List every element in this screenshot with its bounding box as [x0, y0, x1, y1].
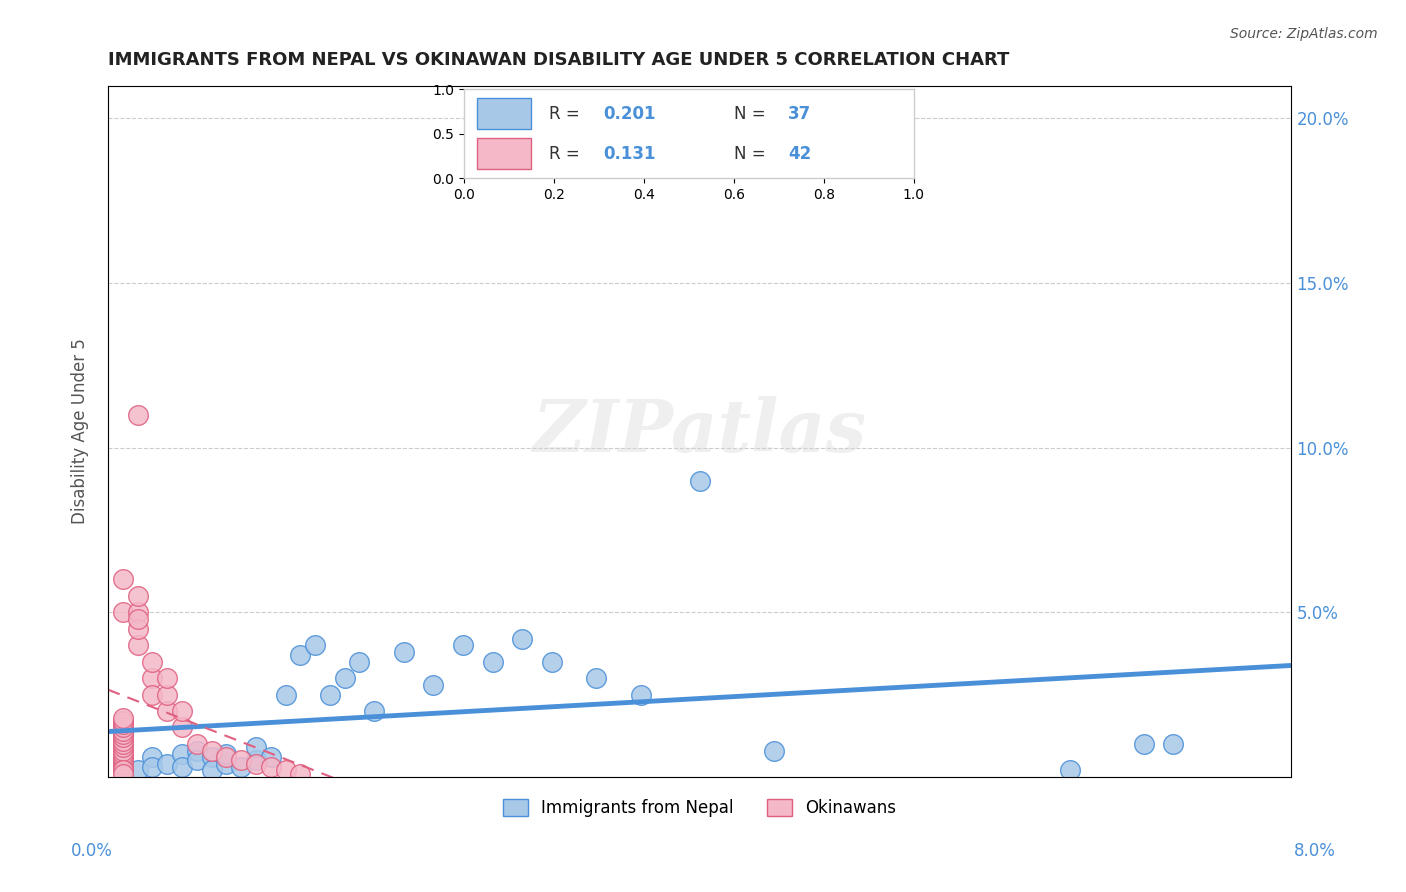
Bar	[478, 138, 531, 169]
Point	[170, 760, 193, 774]
Point	[141, 655, 163, 669]
Point	[141, 760, 163, 774]
Text: 0.131: 0.131	[603, 145, 657, 163]
Text: ZIPatlas: ZIPatlas	[533, 396, 866, 467]
Point	[111, 753, 134, 767]
Point	[290, 766, 312, 780]
Text: R =: R =	[550, 145, 585, 163]
Point	[540, 655, 562, 669]
Point	[481, 655, 503, 669]
Text: R =: R =	[550, 105, 585, 123]
Point	[200, 743, 222, 757]
Point	[141, 750, 163, 764]
Point	[111, 750, 134, 764]
Point	[156, 688, 179, 702]
Point	[127, 622, 149, 636]
Text: N =: N =	[734, 105, 770, 123]
Point	[111, 605, 134, 619]
Point	[156, 756, 179, 771]
Point	[451, 638, 474, 652]
Point	[422, 678, 444, 692]
Point	[111, 733, 134, 747]
Point	[215, 756, 238, 771]
Point	[186, 743, 208, 757]
Text: 8.0%: 8.0%	[1294, 842, 1336, 860]
Legend: Immigrants from Nepal, Okinawans: Immigrants from Nepal, Okinawans	[496, 792, 903, 824]
Text: 0.0%: 0.0%	[70, 842, 112, 860]
Point	[260, 750, 283, 764]
Point	[141, 671, 163, 685]
Point	[319, 688, 342, 702]
Point	[215, 750, 238, 764]
Point	[111, 737, 134, 751]
Point	[127, 408, 149, 422]
Point	[245, 756, 267, 771]
Point	[200, 750, 222, 764]
Point	[304, 638, 326, 652]
Point	[290, 648, 312, 662]
Point	[392, 645, 415, 659]
Point	[111, 721, 134, 735]
Text: 42: 42	[787, 145, 811, 163]
Bar	[478, 98, 531, 129]
Point	[349, 655, 371, 669]
Point	[510, 632, 533, 646]
Point	[127, 764, 149, 778]
Point	[274, 764, 297, 778]
Point	[1132, 737, 1154, 751]
Point	[156, 704, 179, 718]
Text: IMMIGRANTS FROM NEPAL VS OKINAWAN DISABILITY AGE UNDER 5 CORRELATION CHART: IMMIGRANTS FROM NEPAL VS OKINAWAN DISABI…	[108, 51, 1010, 69]
Point	[111, 740, 134, 755]
Point	[630, 688, 652, 702]
Point	[111, 743, 134, 757]
Point	[111, 760, 134, 774]
Point	[111, 572, 134, 586]
Point	[111, 723, 134, 738]
Point	[111, 766, 134, 780]
Point	[689, 474, 711, 488]
Point	[585, 671, 607, 685]
Point	[363, 704, 385, 718]
Text: 0.201: 0.201	[603, 105, 657, 123]
Point	[127, 638, 149, 652]
Point	[156, 671, 179, 685]
Point	[274, 688, 297, 702]
Point	[141, 688, 163, 702]
Text: 37: 37	[787, 105, 811, 123]
Point	[200, 764, 222, 778]
Point	[127, 589, 149, 603]
Point	[111, 753, 134, 767]
Point	[186, 737, 208, 751]
Point	[1059, 764, 1081, 778]
Text: N =: N =	[734, 145, 770, 163]
Point	[170, 704, 193, 718]
Point	[1161, 737, 1184, 751]
Point	[111, 717, 134, 731]
Point	[186, 753, 208, 767]
Point	[231, 760, 253, 774]
Point	[260, 760, 283, 774]
Point	[111, 731, 134, 745]
Point	[333, 671, 356, 685]
Point	[111, 764, 134, 778]
Text: Source: ZipAtlas.com: Source: ZipAtlas.com	[1230, 27, 1378, 41]
Point	[127, 612, 149, 626]
Point	[111, 756, 134, 771]
Point	[762, 743, 785, 757]
Point	[111, 710, 134, 724]
Point	[111, 747, 134, 761]
Point	[170, 747, 193, 761]
Point	[111, 727, 134, 741]
Point	[111, 714, 134, 728]
Y-axis label: Disability Age Under 5: Disability Age Under 5	[72, 338, 89, 524]
Point	[170, 721, 193, 735]
Point	[215, 747, 238, 761]
Point	[245, 753, 267, 767]
Point	[245, 740, 267, 755]
Point	[231, 753, 253, 767]
Point	[127, 605, 149, 619]
